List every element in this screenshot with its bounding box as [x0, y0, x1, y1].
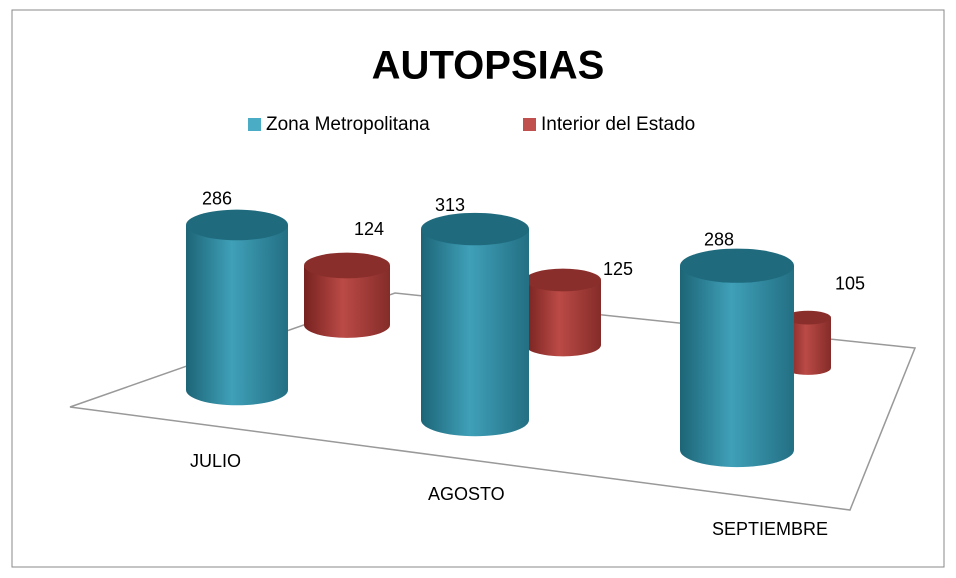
cylinder: 288	[680, 229, 794, 468]
chart-title: AUTOPSIAS	[372, 44, 605, 88]
x-tick-label: SEPTIEMBRE	[712, 519, 828, 539]
legend-label: Zona Metropolitana	[266, 114, 430, 135]
data-label: 124	[354, 219, 384, 239]
cylinder: 313	[421, 195, 529, 437]
cylinder: 286	[186, 189, 288, 406]
bar-top	[680, 248, 794, 283]
data-label: 288	[704, 229, 734, 249]
x-tick-label: JULIO	[190, 451, 241, 471]
bar-top	[525, 268, 601, 292]
cylinder: 105	[785, 273, 865, 375]
x-tick-label: AGOSTO	[428, 484, 505, 504]
bar	[304, 265, 390, 338]
bar-top	[186, 209, 288, 241]
legend-label: Interior del Estado	[541, 114, 695, 135]
plot: 124 125 105 286 313 288	[186, 189, 865, 468]
bar	[421, 229, 529, 437]
cylinder: 125	[525, 259, 633, 357]
bar-top	[304, 252, 390, 279]
legend: Zona Metropolitana Interior del Estado	[248, 114, 695, 135]
legend-swatch	[523, 118, 536, 131]
cylinder: 124	[304, 219, 390, 338]
bar	[785, 317, 831, 375]
bar	[680, 265, 794, 468]
bar-top	[785, 310, 831, 325]
bar	[186, 224, 288, 406]
data-label: 313	[435, 195, 465, 215]
bar-top	[421, 212, 529, 246]
data-label: 125	[603, 259, 633, 279]
bar	[525, 280, 601, 357]
data-label: 105	[835, 273, 865, 293]
legend-swatch	[248, 118, 261, 131]
data-label: 286	[202, 189, 232, 209]
